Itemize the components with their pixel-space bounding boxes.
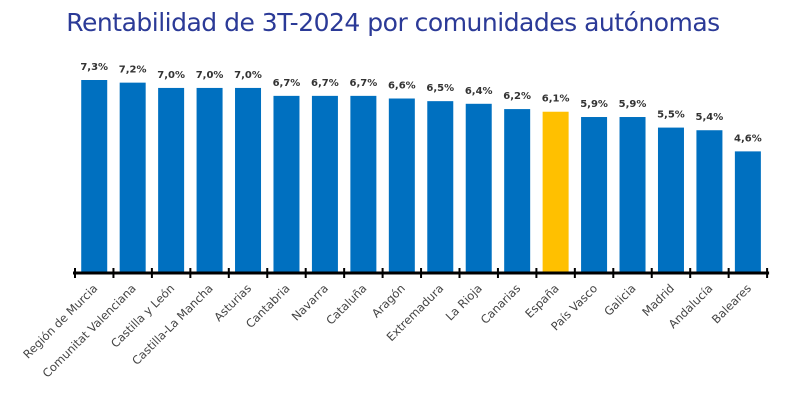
data-label-10: 6,4% [465,86,493,97]
chart-title: Rentabilidad de 3T-2024 por comunidades … [66,8,720,37]
tick-label-17: Baleares [709,281,754,326]
data-label-17: 4,6% [734,133,762,144]
bar-9 [427,101,454,273]
tick-label-11: Canarias [478,281,524,327]
bar-6 [311,95,338,274]
tick-label-7: Cataluña [323,281,369,327]
data-label-15: 5,5% [657,110,685,121]
bar-7 [350,95,377,274]
bar-16 [696,130,723,273]
data-label-7: 6,7% [350,78,378,89]
data-label-13: 5,9% [580,99,608,110]
bar-15 [657,127,684,273]
data-label-4: 7,0% [234,70,262,81]
data-label-1: 7,2% [119,65,147,76]
data-label-9: 6,5% [426,83,454,94]
bar-5 [273,95,300,274]
bar-11 [504,109,531,274]
bar-4 [235,87,262,273]
bar-13 [581,117,608,273]
data-label-2: 7,0% [157,70,185,81]
bar-14 [619,117,646,273]
data-label-14: 5,9% [619,99,647,110]
data-label-5: 6,7% [273,78,301,89]
tick-label-14: Galicia [601,281,638,318]
bar-8 [388,98,415,273]
data-label-6: 6,7% [311,78,339,89]
data-label-11: 6,2% [503,91,531,102]
bar-17 [734,151,761,273]
bar-12 [542,111,569,273]
data-label-8: 6,6% [388,81,416,92]
data-label-0: 7,3% [80,62,108,73]
bar-1 [119,82,146,274]
bar-0 [81,80,108,273]
bar-2 [158,87,185,273]
data-label-3: 7,0% [196,70,224,81]
tick-label-15: Madrid [639,281,677,319]
data-label-16: 5,4% [696,112,724,123]
bar-3 [196,87,223,273]
data-label-12: 6,1% [542,94,570,105]
bar-10 [465,103,492,273]
